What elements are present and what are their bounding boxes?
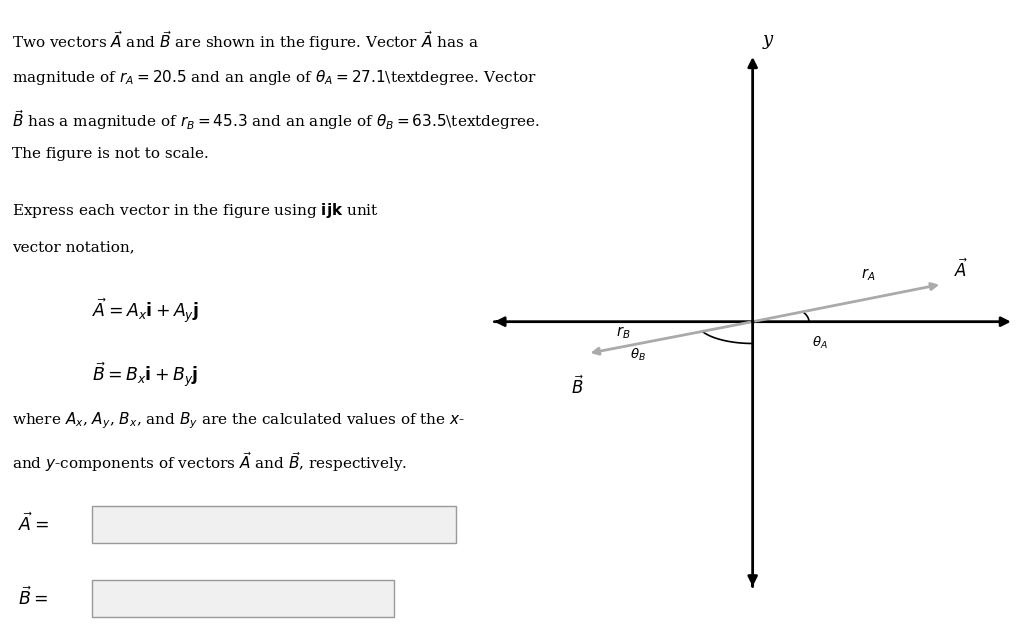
Text: Two vectors $\vec{A}$ and $\vec{B}$ are shown in the figure. Vector $\vec{A}$ ha: Two vectors $\vec{A}$ and $\vec{B}$ are … — [12, 29, 479, 53]
Text: and $y$-components of vectors $\vec{A}$ and $\vec{B}$, respectively.: and $y$-components of vectors $\vec{A}$ … — [12, 450, 408, 475]
Text: $r_A$: $r_A$ — [861, 266, 876, 283]
Text: Express each vector in the figure using $\mathbf{ijk}$ unit: Express each vector in the figure using … — [12, 201, 379, 220]
Text: The figure is not to scale.: The figure is not to scale. — [12, 147, 209, 161]
Text: y: y — [763, 31, 773, 49]
Text: $\vec{A} = A_x\mathbf{i} + A_y\mathbf{j}$: $\vec{A} = A_x\mathbf{i} + A_y\mathbf{j}… — [92, 296, 200, 325]
Text: $\vec{B}$ has a magnitude of $r_B = 45.3$ and an angle of $\theta_B = 63.5$\text: $\vec{B}$ has a magnitude of $r_B = 45.3… — [12, 108, 541, 132]
Text: $\vec{A}$: $\vec{A}$ — [954, 259, 969, 281]
Text: $\vec{B} =$: $\vec{B} =$ — [18, 586, 48, 609]
FancyBboxPatch shape — [92, 580, 394, 617]
Text: $r_B$: $r_B$ — [615, 324, 630, 341]
Text: $\vec{A} =$: $\vec{A} =$ — [18, 512, 49, 535]
Text: $\vec{B}$: $\vec{B}$ — [570, 376, 584, 398]
Text: vector notation,: vector notation, — [12, 240, 135, 254]
Text: $\theta_B$: $\theta_B$ — [630, 347, 646, 363]
Text: $\theta_A$: $\theta_A$ — [812, 334, 827, 350]
Text: where $A_x$, $A_y$, $B_x$, and $B_y$ are the calculated values of the $x$-: where $A_x$, $A_y$, $B_x$, and $B_y$ are… — [12, 411, 466, 431]
FancyBboxPatch shape — [92, 506, 456, 543]
Text: $\vec{B} = B_x\mathbf{i} + B_y\mathbf{j}$: $\vec{B} = B_x\mathbf{i} + B_y\mathbf{j}… — [92, 360, 199, 389]
Text: magnitude of $r_A = 20.5$ and an angle of $\theta_A = 27.1$\textdegree. Vector: magnitude of $r_A = 20.5$ and an angle o… — [12, 68, 537, 87]
